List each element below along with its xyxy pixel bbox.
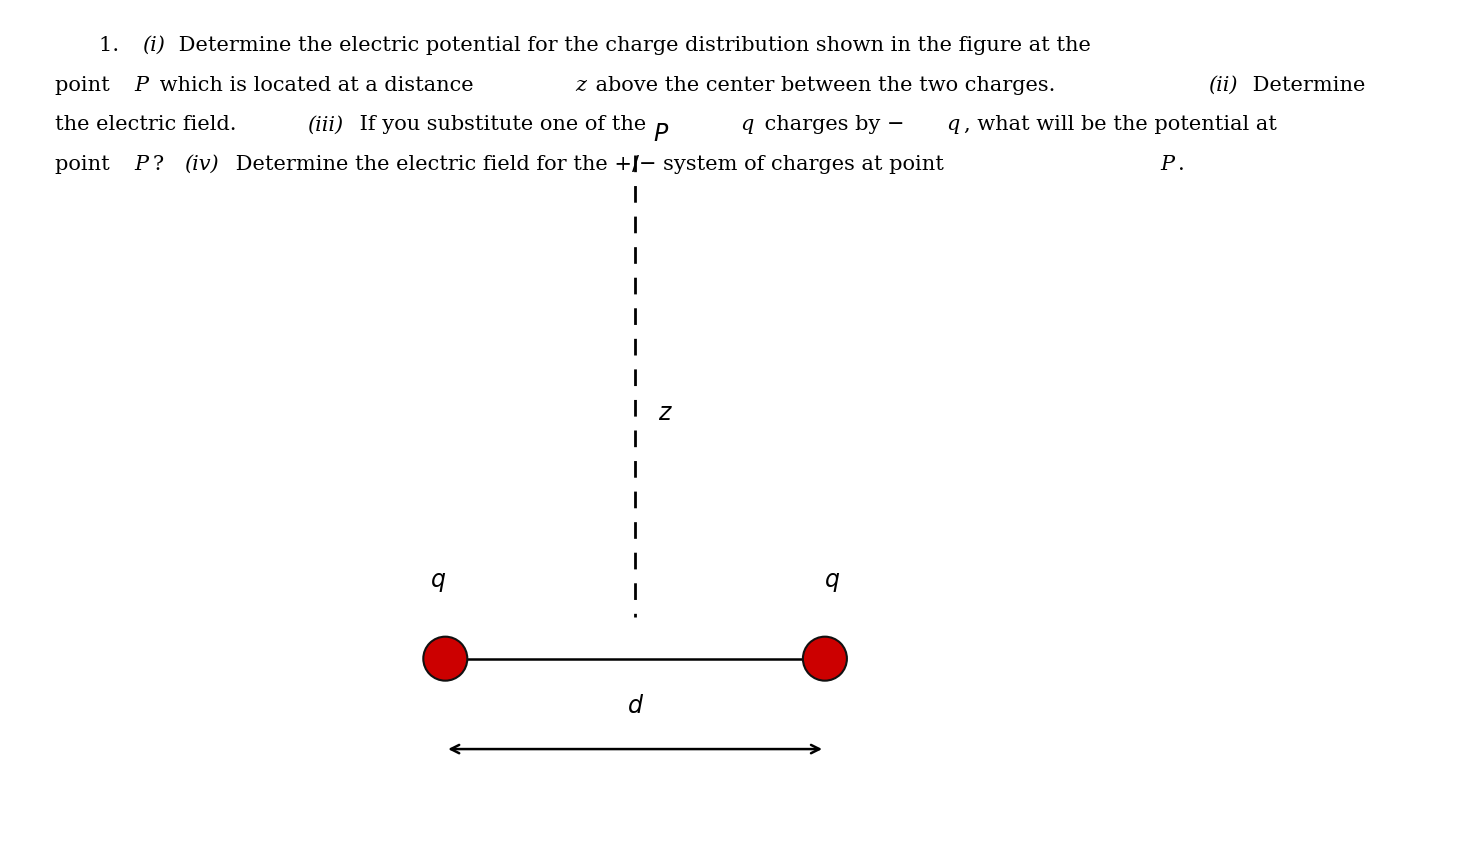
Text: $d$: $d$ (626, 695, 644, 717)
Text: charges by −: charges by − (758, 115, 904, 134)
Text: the electric field.: the electric field. (55, 115, 250, 134)
Text: P: P (1159, 155, 1174, 174)
Text: Determine the electric field for the +/− system of charges at point: Determine the electric field for the +/−… (229, 155, 950, 174)
Text: P: P (134, 76, 149, 95)
Text: above the center between the two charges.: above the center between the two charges… (590, 76, 1069, 95)
Text: 1.: 1. (99, 36, 133, 55)
Text: Determine the electric potential for the charge distribution shown in the figure: Determine the electric potential for the… (172, 36, 1091, 55)
Text: If you substitute one of the: If you substitute one of the (353, 115, 653, 134)
Ellipse shape (423, 636, 467, 681)
Text: .: . (1178, 155, 1184, 174)
Text: (iv): (iv) (184, 155, 219, 174)
Text: (ii): (ii) (1207, 76, 1238, 95)
Text: $P$: $P$ (653, 123, 669, 146)
Text: $z$: $z$ (658, 402, 673, 424)
Text: q: q (740, 115, 753, 134)
Ellipse shape (803, 636, 847, 681)
Text: $q$: $q$ (823, 571, 841, 594)
Text: P: P (134, 155, 149, 174)
Text: point: point (55, 155, 117, 174)
Text: which is located at a distance: which is located at a distance (153, 76, 480, 95)
Text: Determine: Determine (1247, 76, 1365, 95)
Text: $q$: $q$ (429, 571, 447, 594)
Text: , what will be the potential at: , what will be the potential at (964, 115, 1276, 134)
Text: (i): (i) (142, 36, 165, 55)
Text: q: q (946, 115, 961, 134)
Text: ?: ? (153, 155, 177, 174)
Text: (iii): (iii) (307, 115, 343, 134)
Text: z: z (575, 76, 585, 95)
Text: point: point (55, 76, 117, 95)
